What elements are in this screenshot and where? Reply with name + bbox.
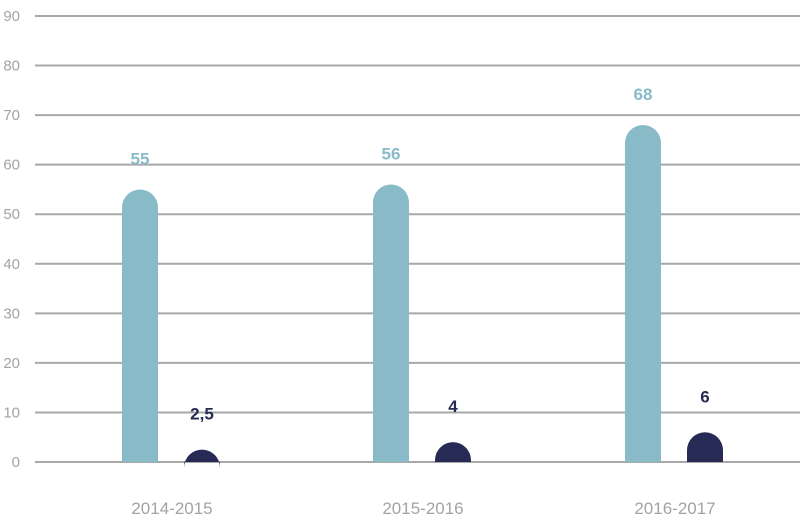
bar-2016-2017-series-2 [687,432,723,462]
y-tick-label: 30 [3,305,20,322]
y-tick-label: 20 [3,355,20,372]
x-tick-label: 2014-2015 [131,499,212,518]
data-label: 55 [131,149,150,168]
x-axis-ticks: 2014-2015 2015-2016 2016-2017 [131,499,715,518]
y-tick-label: 50 [3,206,20,223]
y-tick-label: 90 [3,8,20,25]
y-tick-label: 80 [3,58,20,75]
data-label: 2,5 [190,405,214,424]
bars [122,125,723,468]
y-tick-label: 0 [12,454,20,471]
y-tick-label: 60 [3,157,20,174]
x-tick-label: 2016-2017 [634,499,715,518]
bar-2014-2015-series-1 [122,189,158,462]
gridlines [35,15,800,463]
data-label: 6 [700,387,709,406]
x-tick-label: 2015-2016 [382,499,463,518]
bar-2016-2017-series-1 [625,125,661,462]
y-tick-label: 10 [3,404,20,421]
bar-2014-2015-series-2 [184,449,220,468]
data-label: 68 [634,85,653,104]
data-label: 4 [448,397,458,416]
data-label: 56 [382,144,401,163]
bar-2015-2016-series-1 [373,184,410,462]
y-tick-label: 70 [3,107,20,124]
y-axis-ticks: 0 10 20 30 40 50 60 70 80 90 [3,8,20,471]
y-tick-label: 40 [3,256,20,273]
data-labels: 55 2,5 56 4 68 6 [131,85,710,424]
bar-2015-2016-series-2 [435,442,471,462]
